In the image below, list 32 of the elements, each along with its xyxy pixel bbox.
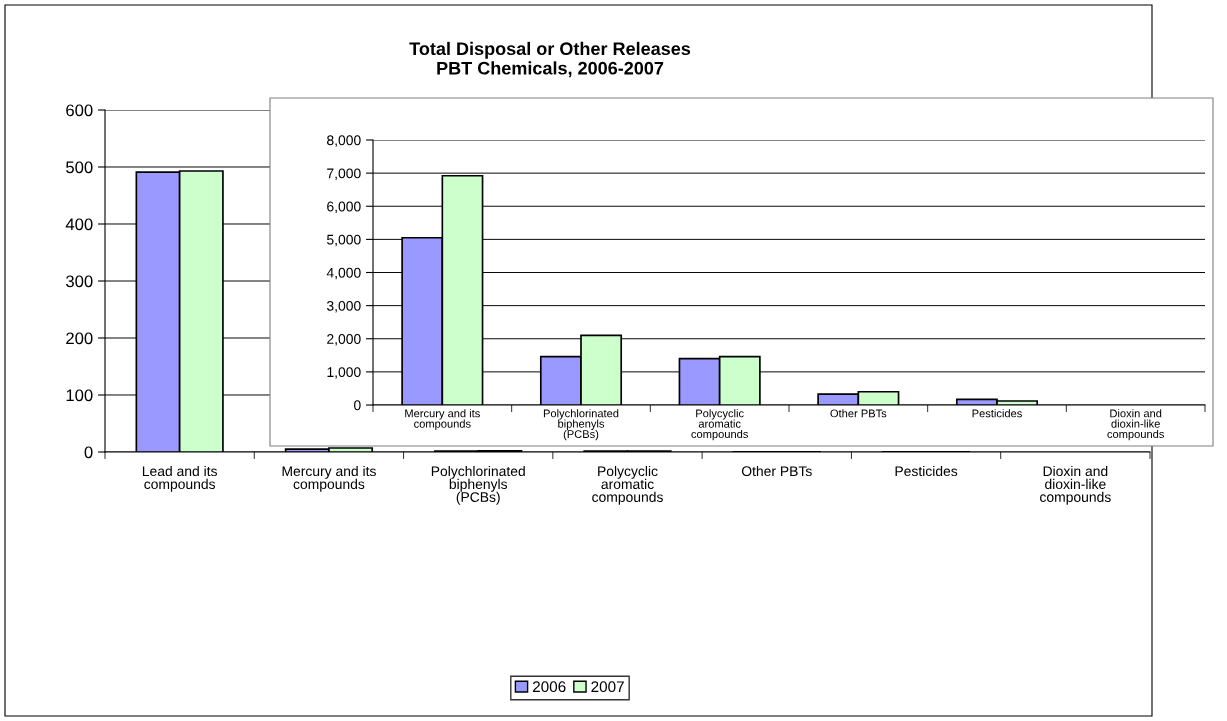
- x-tick-label: Polychlorinated biphenyls (PCBs): [431, 465, 525, 505]
- y-tick-label: 1,000: [327, 367, 361, 379]
- y-tick-label: 5,000: [327, 234, 361, 247]
- x-tick-label: Polycyclic aromatic compounds: [691, 409, 748, 441]
- x-tick-label: Mercury and its compounds: [405, 409, 480, 430]
- x-tick-label: Mercury and its compounds: [282, 465, 376, 492]
- y-tick-label: 300: [66, 275, 93, 288]
- y-tick-label: 100: [66, 389, 93, 402]
- y-tick-label: 500: [66, 161, 93, 174]
- y-tick-label: 8,000: [327, 135, 361, 147]
- y-tick-label: 3,000: [326, 300, 361, 313]
- legend-label: 2007: [591, 681, 624, 693]
- legend-label: 2006: [532, 681, 566, 693]
- y-tick-label: 7,000: [327, 168, 361, 180]
- y-tick-label: 6,000: [327, 201, 361, 214]
- y-tick-label: 2,000: [327, 334, 361, 346]
- y-tick-label: 600: [66, 104, 93, 117]
- x-tick-label: Other PBTs: [741, 465, 812, 477]
- x-tick-label: Dioxin and dioxin-like compounds: [1040, 465, 1111, 505]
- x-tick-label: Pesticides: [972, 409, 1022, 418]
- y-tick-label: 4,000: [326, 267, 361, 280]
- x-tick-label: Other PBTs: [830, 409, 887, 418]
- x-tick-label: Lead and its compounds: [142, 465, 217, 492]
- y-tick-label: 400: [65, 218, 93, 231]
- x-tick-label: Dioxin and dioxin-like compounds: [1107, 409, 1164, 441]
- y-tick-label: 0: [84, 446, 93, 459]
- x-tick-label: Pesticides: [895, 465, 958, 477]
- x-tick-label: Polycyclic aromatic compounds: [592, 465, 663, 505]
- chart-title: Total Disposal or Other Releases PBT Chemicals, 2006-2007: [409, 41, 691, 78]
- y-tick-label: 0: [354, 400, 361, 411]
- x-tick-label: Polychlorinated biphenyls (PCBs): [543, 409, 619, 441]
- y-tick-label: 200: [66, 332, 93, 345]
